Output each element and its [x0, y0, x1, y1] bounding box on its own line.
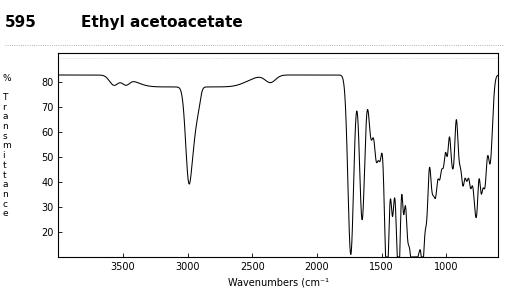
Text: 595: 595 [5, 15, 37, 29]
Text: Ethyl acetoacetate: Ethyl acetoacetate [81, 15, 243, 29]
Text: %
 
T
r
a
n
s
m
i
t
t
a
n
c
e: % T r a n s m i t t a n c e [3, 74, 11, 218]
X-axis label: Wavenumbers (cm⁻¹: Wavenumbers (cm⁻¹ [228, 277, 329, 287]
